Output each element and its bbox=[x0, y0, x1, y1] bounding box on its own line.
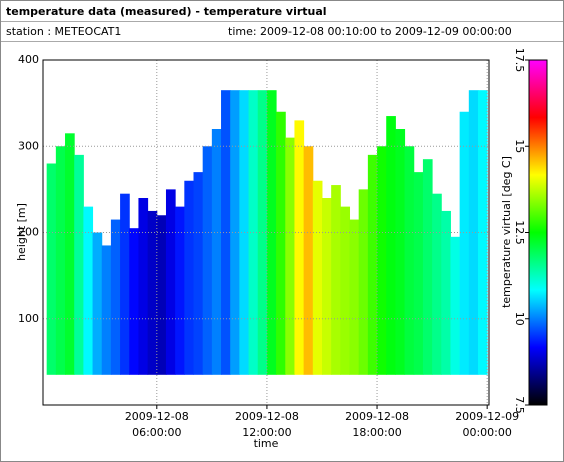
x-tick-label: 2009-12-09 00:00:00 bbox=[455, 410, 520, 439]
x-tick-label: 2009-12-08 18:00:00 bbox=[345, 410, 409, 439]
x-tick-label: 2009-12-08 12:00:00 bbox=[234, 410, 299, 439]
profile-cell bbox=[459, 111, 470, 375]
profile-cell bbox=[312, 180, 323, 375]
x-tick-label: 2009-12-08 06:00:00 bbox=[124, 410, 189, 439]
profile-cell bbox=[413, 172, 424, 375]
profile-cell bbox=[74, 154, 84, 375]
profile-cell bbox=[321, 198, 332, 375]
profile-cell bbox=[129, 228, 139, 375]
profile-cell bbox=[221, 90, 231, 375]
profile-cell bbox=[92, 232, 103, 375]
station: station : METEOCAT1 bbox=[6, 25, 121, 38]
profile-cell bbox=[386, 116, 396, 375]
profile-cell bbox=[156, 215, 167, 375]
profile-cell bbox=[165, 189, 176, 375]
profile-cell bbox=[55, 146, 66, 375]
profile-cell bbox=[422, 159, 433, 375]
y-tick-label: 400 bbox=[18, 53, 39, 66]
colorbar-tick-label: 17.5 bbox=[513, 48, 526, 73]
profile-cell bbox=[120, 193, 130, 375]
profile-cell bbox=[276, 111, 286, 375]
profile-cell bbox=[193, 172, 204, 375]
y-axis-label: height [m] bbox=[15, 203, 28, 261]
profile-cell bbox=[184, 180, 195, 375]
title: temperature data (measured) - temperatur… bbox=[6, 5, 327, 18]
profile-cell bbox=[450, 236, 461, 375]
colorbar-tick-label: 7.5 bbox=[513, 396, 526, 414]
profile-cell bbox=[83, 206, 94, 375]
profile-cell bbox=[147, 210, 158, 375]
colorbar-tick-label: 15 bbox=[513, 139, 526, 153]
profile-cell bbox=[331, 185, 341, 375]
y-tick-label: 200 bbox=[18, 226, 39, 239]
profile-cell bbox=[477, 90, 488, 375]
time-range: time: 2009-12-08 00:10:00 to 2009-12-09 … bbox=[228, 25, 512, 38]
profile-cell bbox=[358, 189, 369, 375]
profile-cell bbox=[285, 137, 295, 375]
profile-cell bbox=[101, 245, 112, 375]
profile-cell bbox=[404, 146, 415, 375]
profile-cell bbox=[202, 146, 213, 375]
y-tick-label: 100 bbox=[18, 312, 39, 325]
profile-cell bbox=[211, 129, 222, 375]
profile-cell bbox=[432, 193, 442, 375]
profile-cell bbox=[46, 163, 57, 375]
profile-cell bbox=[303, 146, 314, 375]
profile-cell bbox=[65, 133, 75, 375]
y-tick-label: 300 bbox=[18, 139, 39, 152]
profile-cell bbox=[294, 120, 305, 375]
profile-cell bbox=[367, 154, 378, 375]
profile-cell bbox=[441, 210, 451, 375]
profile-cell bbox=[349, 219, 360, 375]
colorbar-label: temperature virtual [deg C] bbox=[500, 156, 513, 308]
colorbar-tick-label: 12.5 bbox=[513, 220, 526, 245]
profile-cell bbox=[175, 206, 185, 375]
plot-border bbox=[42, 59, 490, 406]
profile-cell bbox=[138, 198, 149, 375]
x-axis-label: time bbox=[254, 437, 279, 450]
colorbar-tick-label: 10 bbox=[513, 312, 526, 326]
profile-cell bbox=[110, 219, 121, 375]
profile-cell bbox=[468, 90, 479, 375]
profile-cell bbox=[377, 146, 387, 375]
colorbar bbox=[528, 59, 548, 406]
profile-cell bbox=[340, 206, 351, 375]
profile-cell bbox=[395, 129, 406, 375]
